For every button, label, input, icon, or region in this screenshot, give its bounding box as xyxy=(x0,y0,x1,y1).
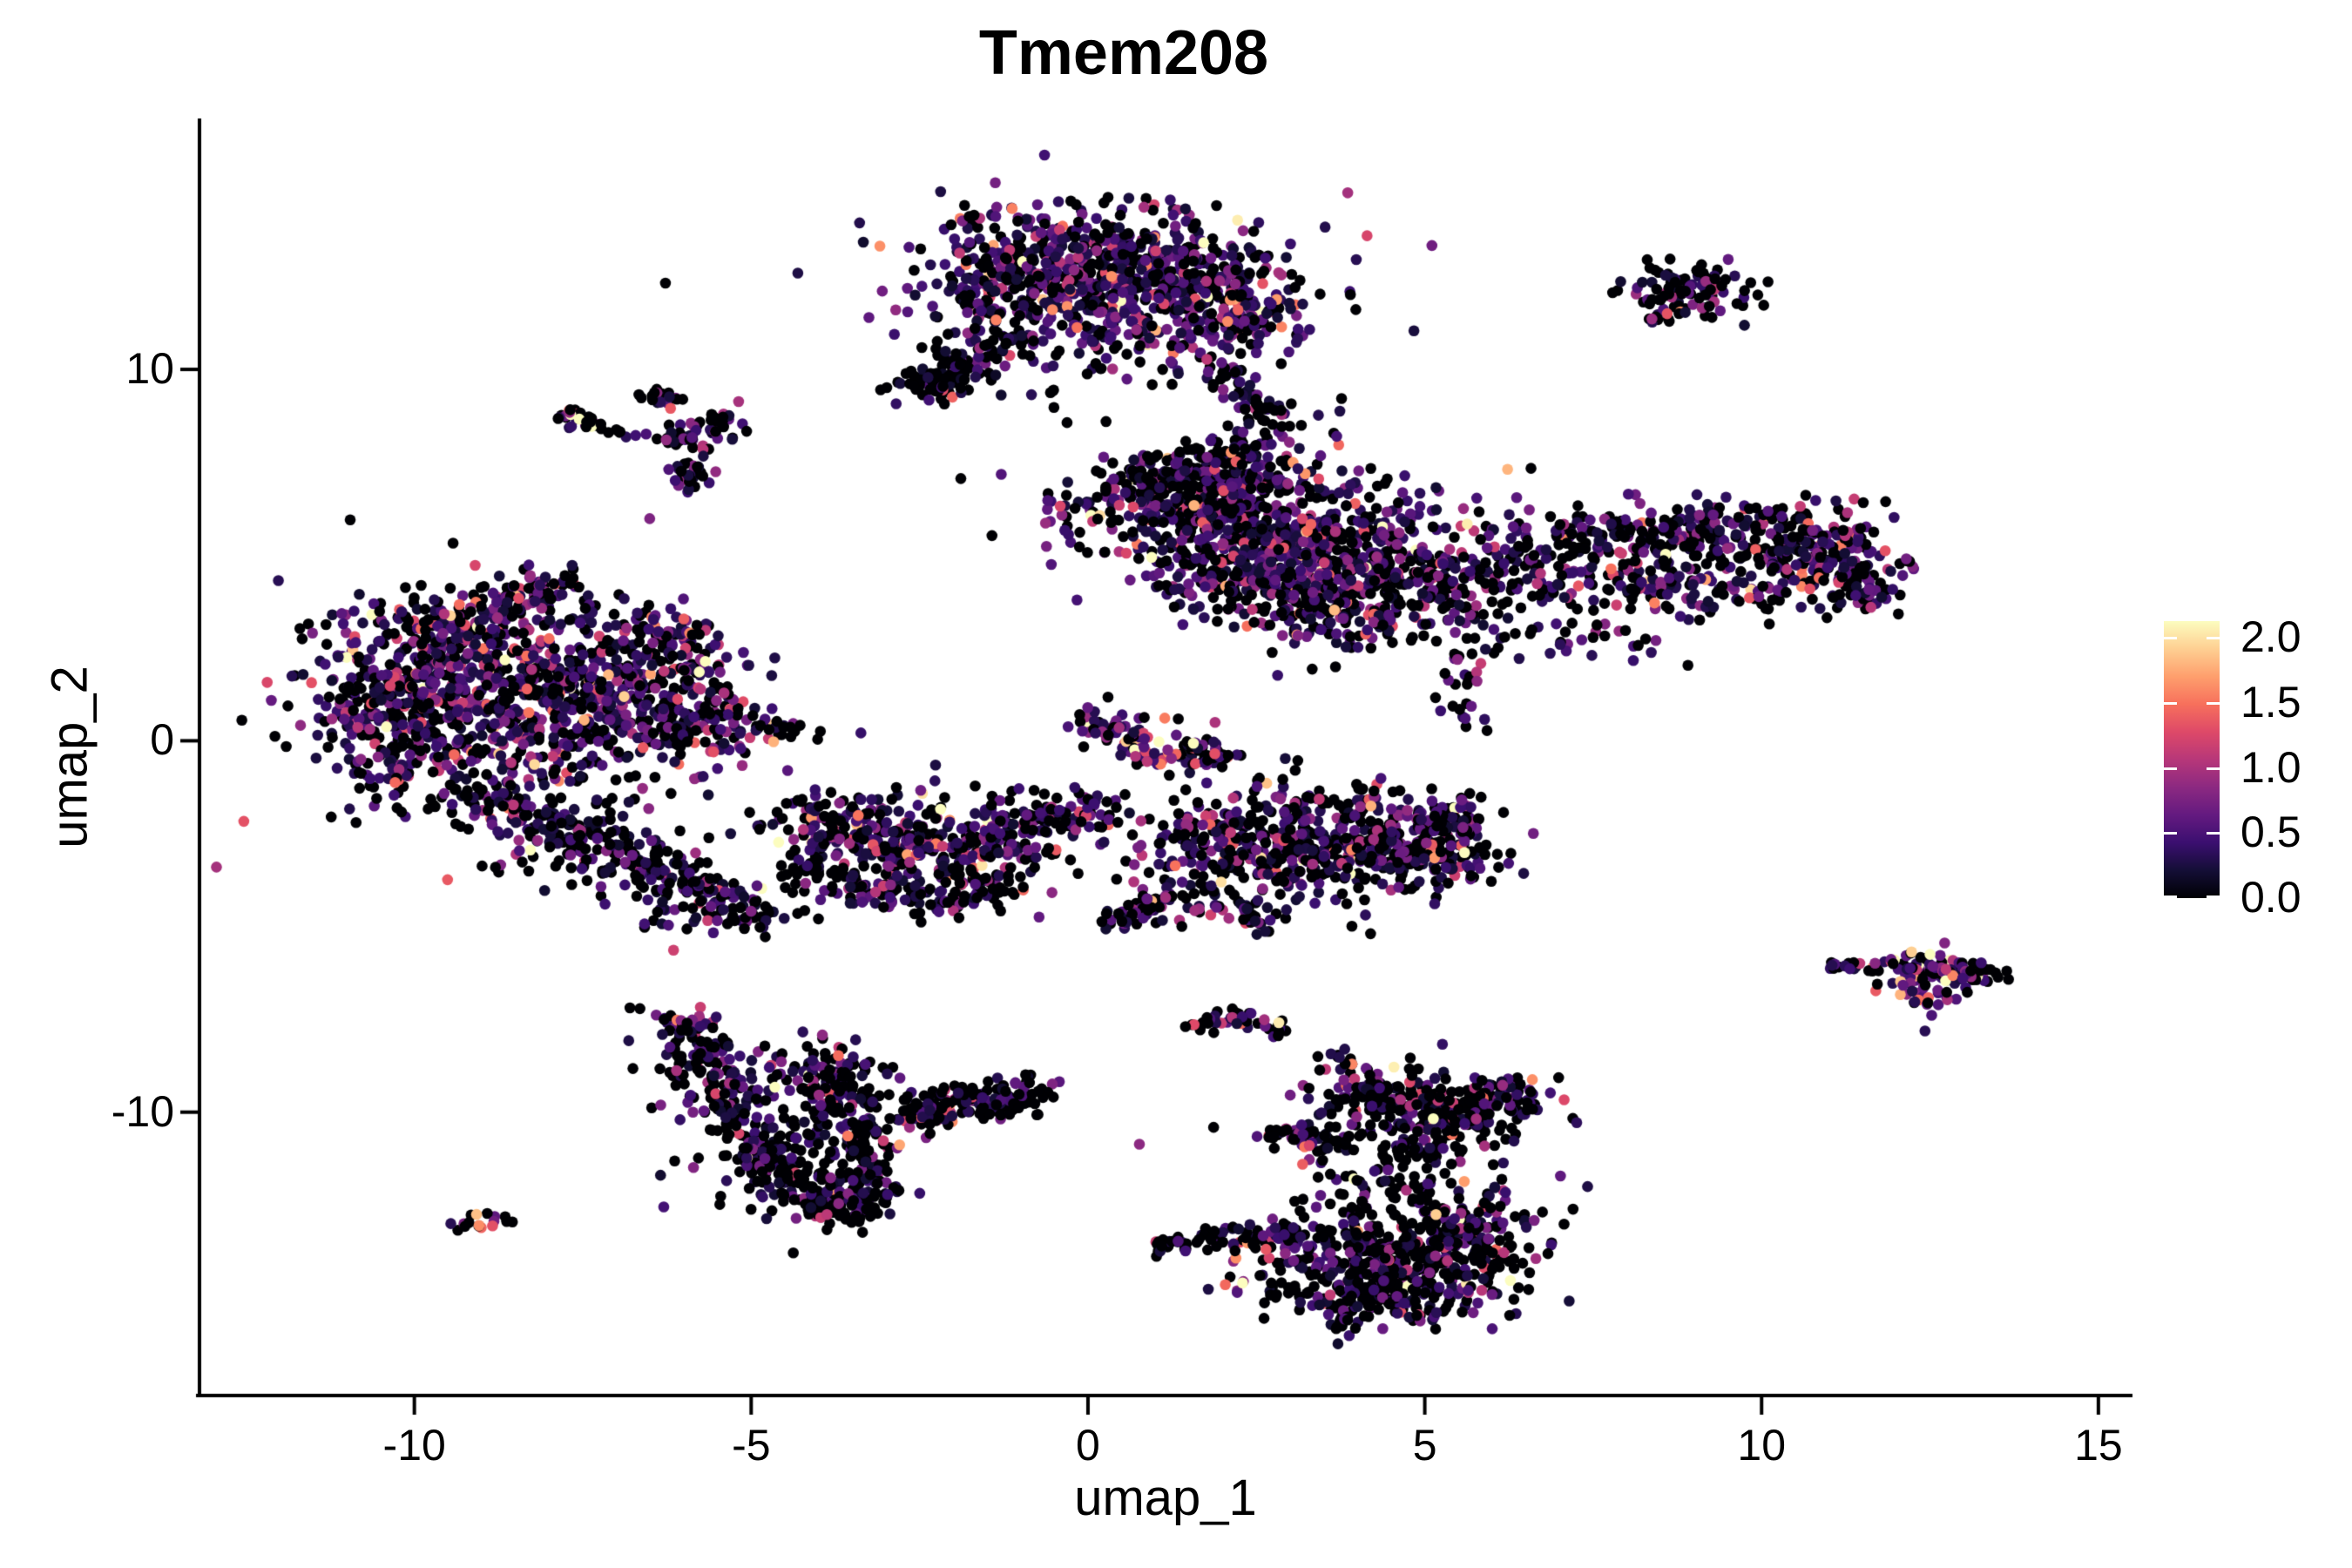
colorbar-tick-mark xyxy=(2207,702,2220,706)
colorbar-tick-mark xyxy=(2207,896,2220,898)
x-tick-label: -5 xyxy=(732,1421,771,1470)
x-tick-label: -10 xyxy=(382,1421,446,1470)
y-tick-label: -10 xyxy=(111,1086,174,1136)
x-tick-label: 10 xyxy=(1737,1421,1787,1470)
y-tick-label: 0 xyxy=(150,715,174,765)
colorbar-tick-mark xyxy=(2207,832,2220,835)
colorbar-tick-mark xyxy=(2207,767,2220,770)
colorbar-tick-mark xyxy=(2164,637,2177,640)
colorbar-tick-label: 0.0 xyxy=(2240,873,2301,922)
x-tick-label: 0 xyxy=(1076,1421,1100,1470)
colorbar-tick-label: 2.0 xyxy=(2240,612,2301,662)
colorbar-tick-label: 1.0 xyxy=(2240,742,2301,792)
x-tick-label: 5 xyxy=(1412,1421,1437,1470)
colorbar-tick-label: 1.5 xyxy=(2240,678,2301,727)
y-tick-label: 10 xyxy=(125,344,174,394)
x-tick-label: 15 xyxy=(2074,1421,2123,1470)
colorbar-tick-mark xyxy=(2164,702,2177,706)
colorbar-tick-mark xyxy=(2164,767,2177,770)
chart-title: Tmem208 xyxy=(978,18,1269,88)
colorbar-tick-mark xyxy=(2164,832,2177,835)
colorbar-tick-mark xyxy=(2164,896,2177,898)
x-axis-label: umap_1 xyxy=(1074,1470,1257,1526)
expression-colorbar xyxy=(2164,621,2220,898)
colorbar-tick-mark xyxy=(2207,637,2220,640)
colorbar-tick-label: 0.5 xyxy=(2240,808,2301,857)
